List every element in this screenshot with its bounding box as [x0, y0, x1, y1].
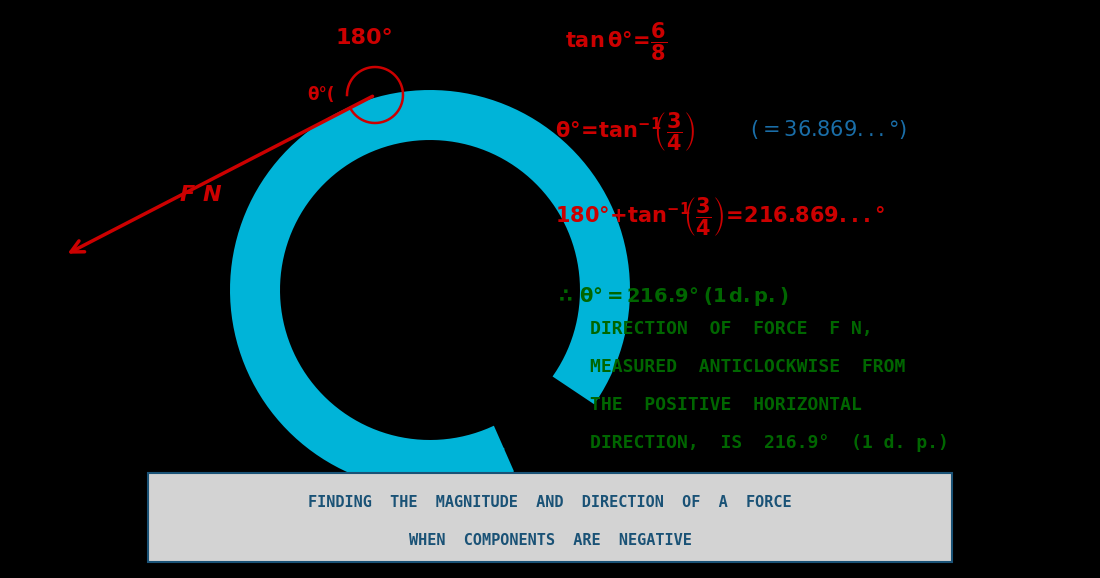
FancyBboxPatch shape — [148, 473, 952, 562]
Text: MEASURED  ANTICLOCKWISE  FROM: MEASURED ANTICLOCKWISE FROM — [590, 358, 905, 376]
Text: $\mathbf{180°\!+\!tan^{-1}\!\!\left(\dfrac{3}{4}\right)\!=\!216.869...°}$: $\mathbf{180°\!+\!tan^{-1}\!\!\left(\dfr… — [556, 195, 886, 238]
Text: $\mathbf{\therefore\,\theta°= 216.9°\;(1\,d.p.)}$: $\mathbf{\therefore\,\theta°= 216.9°\;(1… — [556, 285, 789, 308]
Text: THE  POSITIVE  HORIZONTAL: THE POSITIVE HORIZONTAL — [590, 396, 862, 414]
Text: DIRECTION,  IS  216.9°  (1 d. p.): DIRECTION, IS 216.9° (1 d. p.) — [590, 434, 949, 452]
Text: F N: F N — [180, 185, 221, 205]
Text: DIRECTION  OF  FORCE  F N,: DIRECTION OF FORCE F N, — [590, 320, 872, 338]
Text: 180°: 180° — [336, 28, 393, 48]
Polygon shape — [441, 444, 504, 499]
Text: FINDING  THE  MAGNITUDE  AND  DIRECTION  OF  A  FORCE: FINDING THE MAGNITUDE AND DIRECTION OF A… — [308, 495, 792, 510]
Text: $\mathbf{\theta°\!=\!tan^{-1}\!\!\left(\dfrac{3}{4}\right)}$: $\mathbf{\theta°\!=\!tan^{-1}\!\!\left(\… — [556, 110, 695, 153]
Text: $(= 36.869...°)$: $(= 36.869...°)$ — [750, 118, 908, 141]
Text: WHEN  COMPONENTS  ARE  NEGATIVE: WHEN COMPONENTS ARE NEGATIVE — [408, 533, 692, 548]
Text: θ°(: θ°( — [307, 86, 334, 104]
Text: $\mathbf{tan\,\theta°\!=\!\dfrac{6}{8}}$: $\mathbf{tan\,\theta°\!=\!\dfrac{6}{8}}$ — [565, 20, 668, 62]
